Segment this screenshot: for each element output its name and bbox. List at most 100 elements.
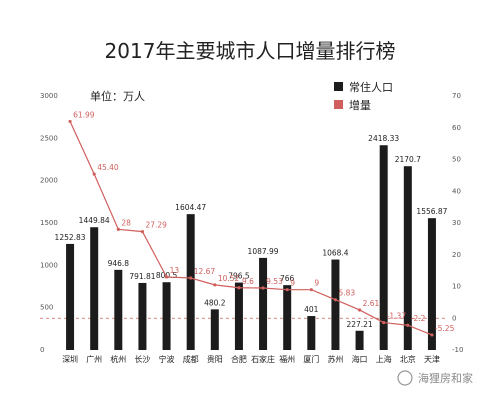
increase-point	[237, 286, 241, 290]
bar-value-label: 1252.83	[55, 233, 86, 242]
right-axis: -10 0 10 20 30 40 50 60 70	[452, 92, 463, 354]
left-tick-label: 3000	[40, 92, 58, 100]
category-label: 长沙	[134, 354, 150, 364]
bar-population	[210, 309, 219, 350]
category-label: 北京	[400, 354, 416, 364]
bar-value-label: 2418.33	[368, 134, 399, 143]
increase-value-label: 13	[170, 266, 180, 275]
bar-population	[90, 227, 99, 350]
bar-population	[355, 330, 364, 350]
right-tick-label: 0	[452, 314, 456, 322]
bar-population	[114, 269, 123, 350]
category-label: 深圳	[62, 354, 78, 364]
category-label: 宁波	[159, 354, 175, 364]
category-label: 合肥	[231, 354, 247, 364]
increase-value-label: 12.67	[194, 267, 216, 276]
increase-point	[92, 172, 96, 176]
bar-value-label: 1604.47	[175, 203, 206, 212]
legend-swatch-increase	[334, 100, 343, 109]
legend-label-population: 常住人口	[349, 80, 393, 94]
increase-value-label: 2.61	[363, 299, 380, 308]
increase-point	[382, 320, 386, 325]
right-tick-label: 40	[452, 187, 461, 195]
watermark-text: 海狸房和家	[418, 371, 473, 385]
increase-value-label: -2.2	[411, 314, 426, 323]
increase-value-label: 9	[314, 279, 319, 288]
increase-value-label: 45.40	[97, 163, 119, 172]
bar-value-label: 1087.99	[248, 247, 279, 256]
bar-value-label: 1449.84	[79, 216, 110, 225]
left-tick-label: 500	[40, 304, 53, 312]
bar-value-label: 1068.4	[322, 249, 348, 258]
increase-value-label: 28	[121, 218, 131, 227]
bar-value-label: 401	[304, 305, 319, 314]
bar-value-label: 1556.87	[416, 207, 447, 216]
bar-population	[379, 145, 388, 350]
bar-population	[403, 166, 412, 350]
chart-title: 2017年主要城市人口增量排行榜	[105, 39, 396, 63]
increase-value-label: -1.37	[387, 312, 407, 321]
increase-point	[333, 298, 338, 302]
bar-population	[331, 259, 340, 350]
unit-label: 单位：万人	[90, 89, 145, 103]
bar-population	[66, 243, 75, 350]
bar-value-label: 2170.7	[395, 155, 421, 164]
wechat-icon	[397, 370, 413, 386]
left-tick-label: 2000	[40, 177, 58, 185]
increase-value-label: 10.52	[218, 274, 240, 283]
left-tick-label: 2500	[40, 134, 58, 142]
category-label: 天津	[424, 354, 440, 364]
left-tick-label: 1500	[40, 219, 58, 227]
bar-value-label: 946.8	[108, 259, 130, 268]
bar-population	[259, 257, 268, 350]
increase-value-label: 61.99	[73, 110, 95, 119]
bar-population	[162, 282, 171, 350]
category-label: 成都	[183, 354, 199, 364]
watermark: 海狸房和家	[397, 370, 473, 386]
increase-value-label: -5.25	[435, 324, 455, 333]
category-label: 苏州	[327, 354, 343, 364]
right-tick-label: 30	[452, 219, 461, 227]
increase-value-label: 5.83	[338, 289, 355, 298]
bar-population	[283, 285, 292, 350]
category-label: 石家庄	[251, 354, 275, 364]
increase-point	[261, 286, 265, 290]
category-label: 福州	[279, 355, 295, 364]
increase-point	[213, 283, 217, 287]
bar-population	[186, 214, 195, 350]
increase-point	[357, 308, 362, 312]
right-tick-label: 50	[452, 156, 461, 164]
left-tick-label: 0	[40, 346, 44, 354]
left-axis: 0 500 1000 1500 2000 2500 3000	[40, 92, 58, 354]
bar-series: 1252.831449.84946.8791.81800.51604.47480…	[55, 134, 448, 350]
category-label: 广州	[86, 354, 102, 364]
increase-point	[68, 119, 72, 124]
increase-point	[116, 227, 120, 231]
right-tick-label: 70	[452, 92, 461, 100]
bar-population	[234, 282, 243, 350]
increase-value-label: 9.53	[266, 277, 283, 286]
increase-line	[69, 121, 433, 336]
right-tick-label: 10	[452, 283, 461, 291]
category-label: 贵阳	[207, 354, 223, 364]
increase-value-label: 9	[290, 279, 295, 288]
increase-point	[285, 288, 289, 292]
legend: 常住人口 增量	[334, 80, 393, 112]
increase-point	[430, 333, 434, 337]
bar-value-label: 796.5	[228, 272, 250, 281]
right-tick-label: 60	[452, 124, 461, 132]
category-label: 厦门	[303, 354, 319, 364]
increase-point	[164, 275, 169, 279]
increase-point	[406, 323, 410, 327]
bar-population	[138, 282, 147, 350]
category-label: 上海	[376, 354, 392, 364]
increase-point	[309, 288, 313, 292]
bar-value-label: 227.21	[346, 320, 372, 329]
bar-population	[307, 316, 316, 350]
bar-population	[427, 218, 436, 350]
legend-swatch-population	[334, 82, 343, 91]
legend-label-increase: 增量	[349, 98, 371, 112]
increase-point	[189, 276, 193, 280]
